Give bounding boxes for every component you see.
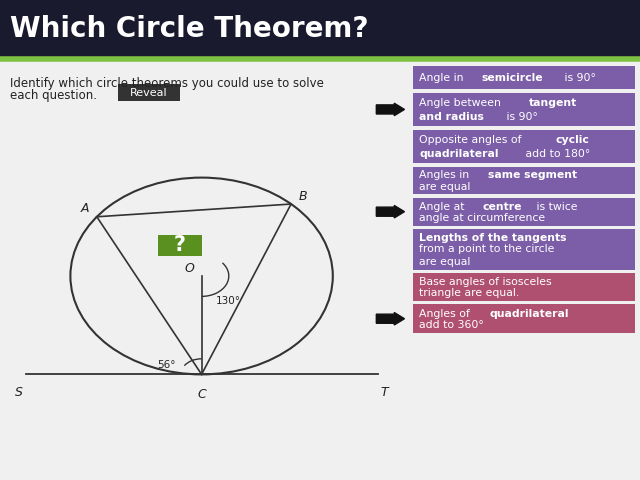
Text: ?: ? — [174, 235, 186, 255]
FancyArrow shape — [376, 205, 404, 218]
Text: Angle between: Angle between — [419, 98, 504, 108]
Text: Angle in: Angle in — [419, 73, 467, 83]
Text: are equal: are equal — [419, 257, 470, 266]
Text: quadrilateral: quadrilateral — [419, 149, 499, 159]
Text: cyclic: cyclic — [556, 135, 590, 145]
Text: B: B — [299, 190, 307, 203]
Text: Angles of: Angles of — [419, 309, 474, 319]
FancyBboxPatch shape — [158, 235, 202, 256]
FancyBboxPatch shape — [413, 66, 635, 89]
FancyBboxPatch shape — [413, 273, 635, 301]
Text: each question.: each question. — [10, 89, 97, 102]
FancyBboxPatch shape — [413, 130, 635, 163]
FancyBboxPatch shape — [118, 84, 180, 101]
Text: from a point to the circle: from a point to the circle — [419, 244, 555, 254]
FancyBboxPatch shape — [413, 304, 635, 333]
Text: is 90°: is 90° — [561, 73, 596, 83]
Text: Identify which circle theorems you could use to solve: Identify which circle theorems you could… — [10, 77, 323, 90]
FancyArrow shape — [376, 312, 404, 325]
Text: same segment: same segment — [488, 170, 577, 180]
FancyBboxPatch shape — [413, 198, 635, 226]
Text: quadrilateral: quadrilateral — [490, 309, 569, 319]
Text: S: S — [15, 386, 22, 399]
Text: Angles in: Angles in — [419, 170, 473, 180]
Text: tangent: tangent — [529, 98, 578, 108]
FancyBboxPatch shape — [413, 229, 635, 270]
Text: 130°: 130° — [216, 296, 241, 306]
Text: centre: centre — [483, 202, 522, 212]
Text: add to 180°: add to 180° — [522, 149, 590, 159]
FancyBboxPatch shape — [413, 93, 635, 126]
Text: Base angles of isosceles: Base angles of isosceles — [419, 277, 552, 287]
Text: Opposite angles of: Opposite angles of — [419, 135, 525, 145]
Text: Which Circle Theorem?: Which Circle Theorem? — [10, 15, 368, 43]
Text: angle at circumference: angle at circumference — [419, 213, 545, 223]
Text: is twice: is twice — [533, 202, 578, 212]
Text: are equal: are equal — [419, 181, 470, 192]
Text: Angle at: Angle at — [419, 202, 468, 212]
Text: 56°: 56° — [157, 360, 176, 370]
Text: triangle are equal.: triangle are equal. — [419, 288, 520, 298]
FancyBboxPatch shape — [0, 0, 640, 58]
Text: A: A — [81, 203, 89, 216]
Text: semicircle: semicircle — [481, 73, 543, 83]
Text: C: C — [197, 388, 206, 401]
Text: T: T — [381, 386, 388, 399]
Text: Lengths of the tangents: Lengths of the tangents — [419, 233, 566, 243]
Text: and radius: and radius — [419, 112, 484, 122]
Text: add to 360°: add to 360° — [419, 320, 484, 330]
FancyBboxPatch shape — [413, 167, 635, 194]
Text: is 90°: is 90° — [503, 112, 538, 122]
Text: Reveal: Reveal — [131, 88, 168, 97]
FancyArrow shape — [376, 103, 404, 116]
Text: O: O — [184, 262, 194, 275]
